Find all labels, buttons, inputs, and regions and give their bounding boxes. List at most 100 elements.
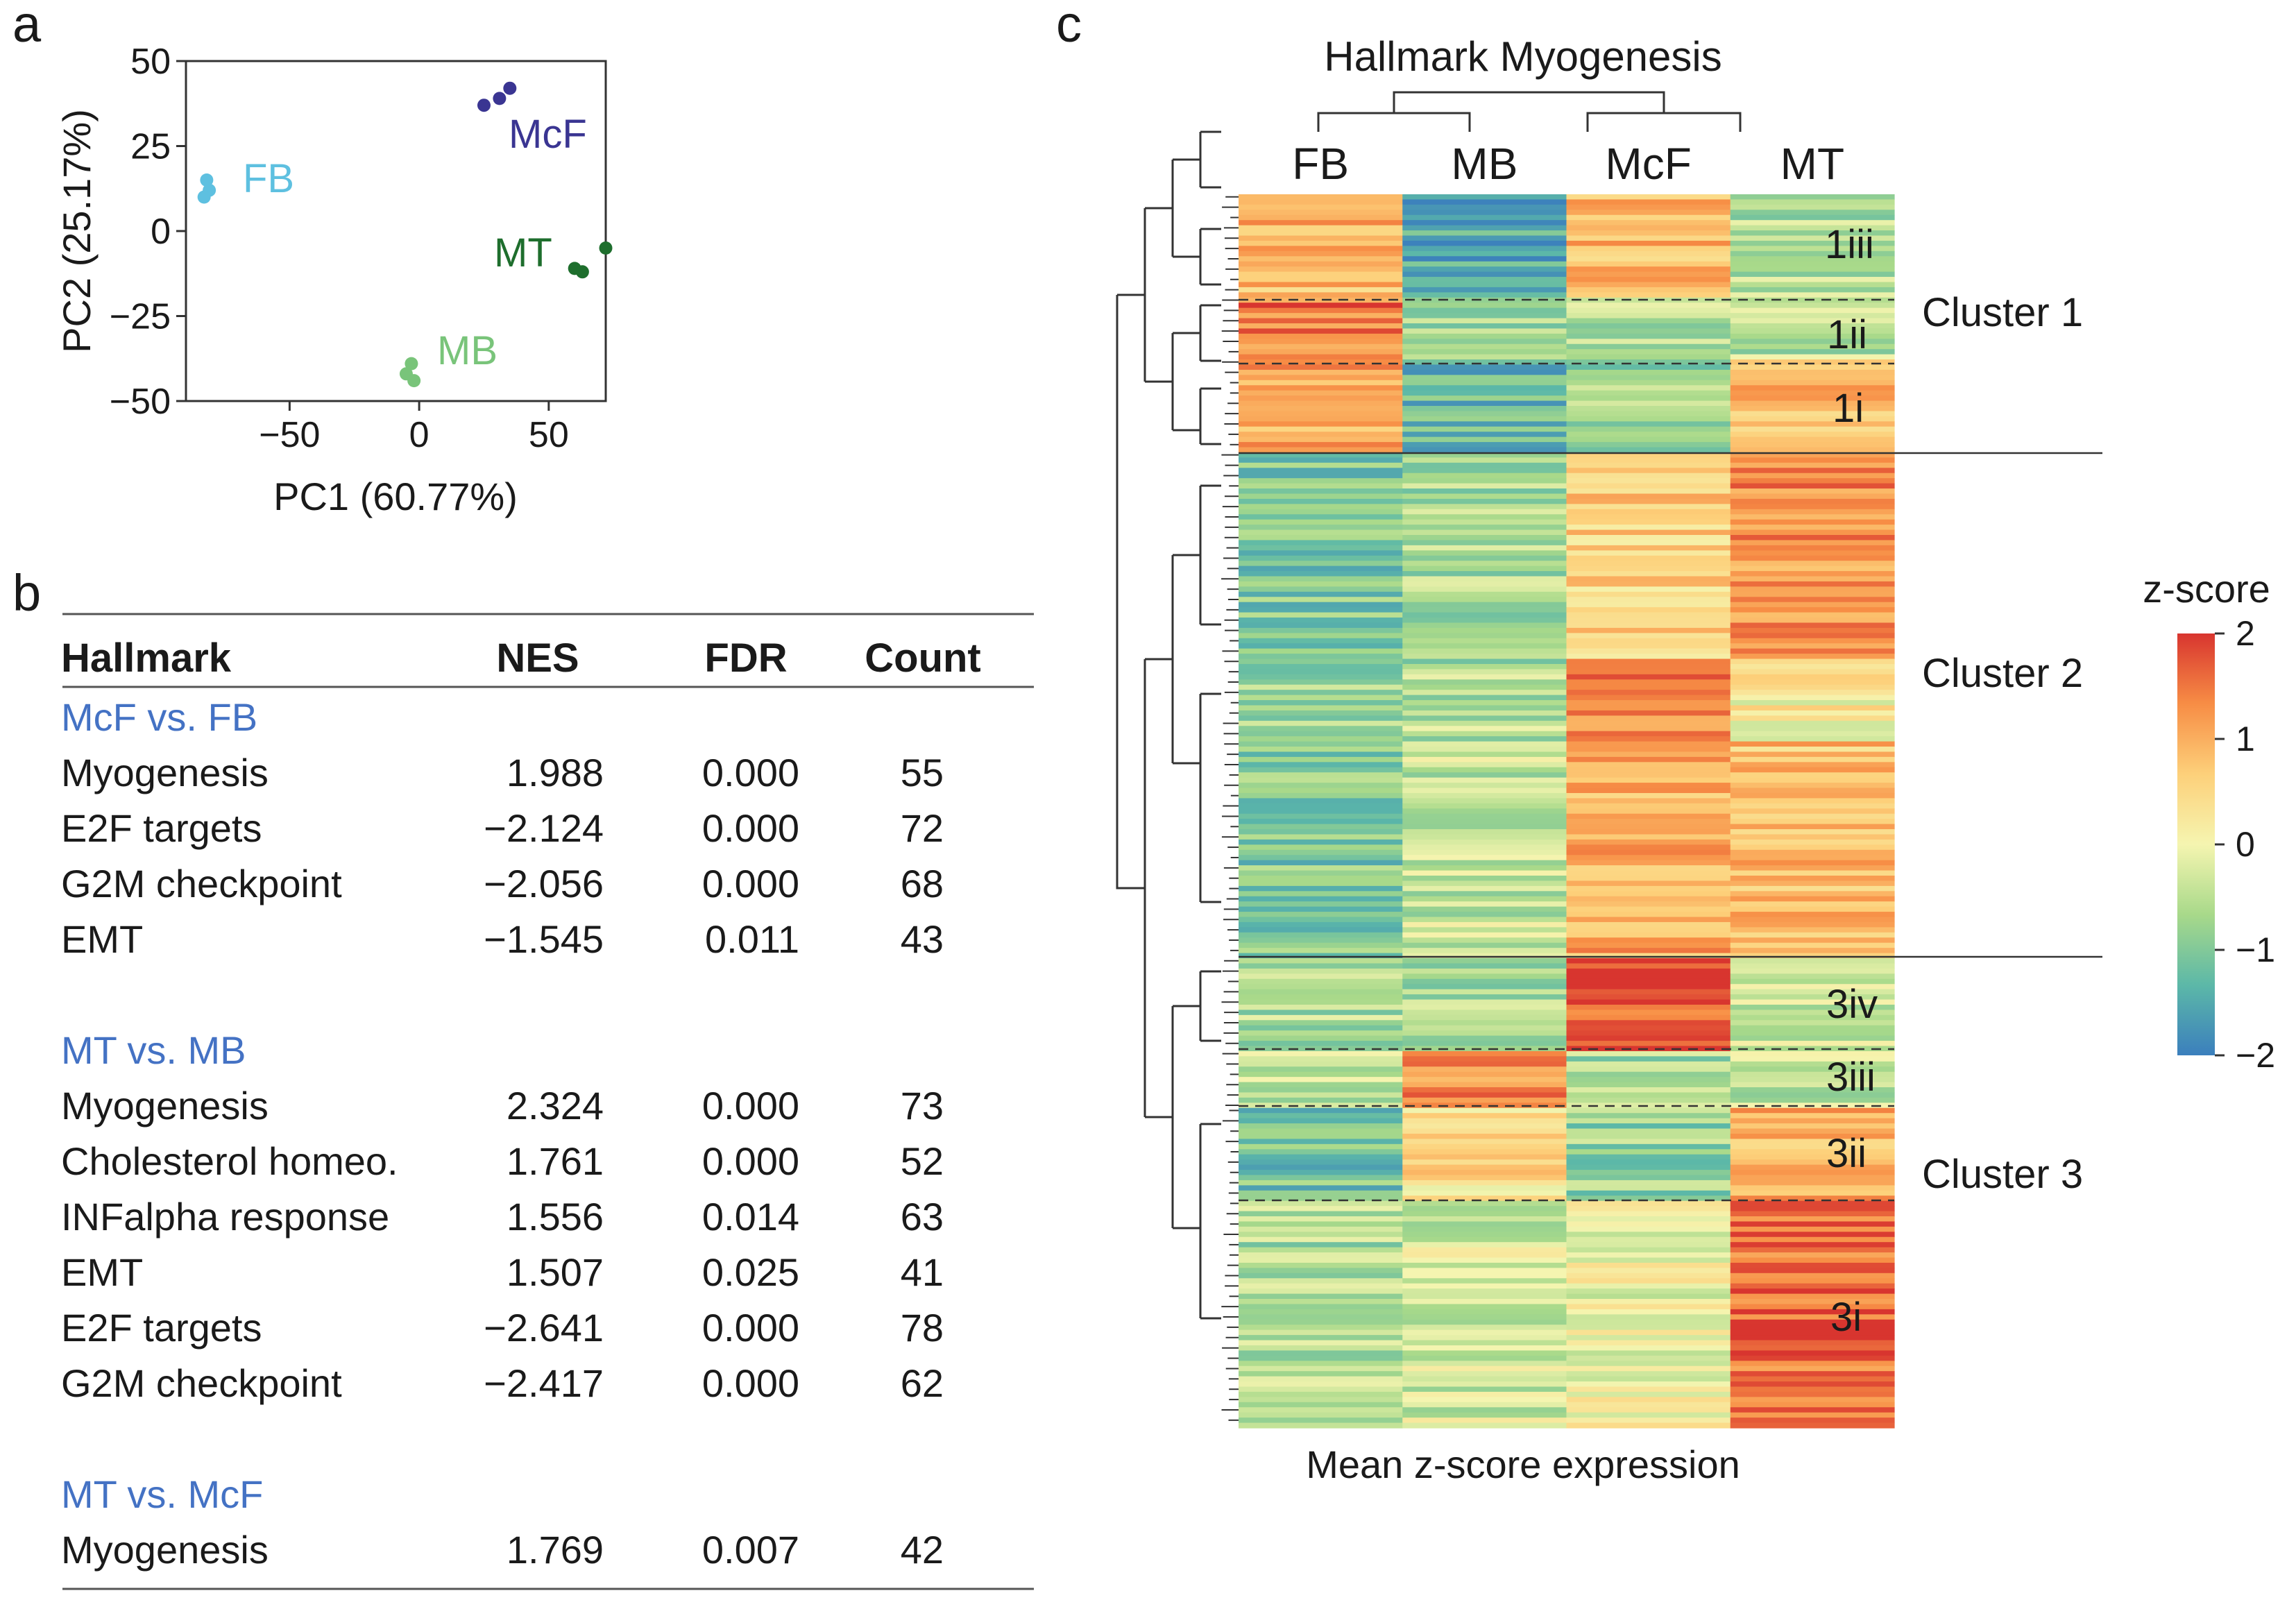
cell-hallmark: Myogenesis [61,1084,269,1127]
cell-count: 43 [901,917,944,961]
heatmap-cell [1566,411,1731,417]
heatmap-cell [1566,256,1731,262]
heatmap-cell [1402,591,1567,597]
heatmap-cell [1566,432,1731,438]
heatmap-cell [1239,1103,1403,1109]
heatmap-cell [1730,1309,1895,1315]
heatmap-cell [1402,1143,1567,1150]
heatmap-cell [1566,658,1731,665]
heatmap-cell [1402,633,1567,639]
heatmap-cell [1402,266,1567,273]
heatmap-cell [1239,514,1403,520]
heatmap-cell [1566,390,1731,396]
heatmap-cell [1239,199,1403,205]
cell-nes: 1.507 [507,1250,604,1294]
heatmap-cell [1402,792,1567,799]
heatmap-cell [1566,220,1731,226]
heatmap-cell [1239,534,1403,541]
cell-hallmark: Myogenesis [61,1528,269,1572]
heatmap-cell [1730,545,1895,551]
pca-point-mcf [477,99,491,112]
heatmap-cell [1730,767,1895,773]
heatmap-cell [1566,504,1731,510]
heatmap-cell [1566,1397,1731,1403]
pca-y-tick-label: 0 [151,212,171,252]
heatmap-cell [1566,1402,1731,1408]
heatmap-cell [1239,561,1403,567]
heatmap-cell [1566,731,1731,737]
heatmap-cell [1239,747,1403,753]
heatmap-cell [1566,720,1731,726]
heatmap-cell [1239,1257,1403,1263]
heatmap-cell [1730,452,1895,459]
heatmap-cell [1566,292,1731,298]
heatmap-cell [1566,747,1731,753]
heatmap-cell [1239,1014,1403,1021]
heatmap-cell [1402,1087,1567,1093]
heatmap-cell [1730,1340,1895,1346]
heatmap-cell [1566,586,1731,593]
heatmap-cell [1730,1381,1895,1388]
heatmap-cell [1239,442,1403,448]
heatmap-cell [1402,447,1567,453]
heatmap-cell [1402,756,1567,763]
heatmap-cell [1239,1077,1403,1083]
heatmap-cell [1402,235,1567,241]
heatmap-cell [1239,663,1403,670]
heatmap-cell [1566,1345,1731,1352]
heatmap-cell [1402,343,1567,350]
heatmap-cell [1566,627,1731,633]
heatmap-cell [1402,942,1567,948]
heatmap-cell [1566,597,1731,603]
heatmap-cell [1730,488,1895,495]
heatmap-cell [1566,860,1731,866]
heatmap-cell [1402,885,1567,892]
heatmap-cell [1402,741,1567,747]
heatmap-cell [1402,1314,1567,1320]
cell-fdr: 0.000 [702,1084,799,1127]
heatmap-cell [1239,545,1403,551]
heatmap-cell [1239,1365,1403,1372]
heatmap-cell [1566,235,1731,241]
heatmap-cell [1730,307,1895,314]
heatmap-cell [1402,1159,1567,1166]
heatmap-cell [1730,416,1895,422]
heatmap-cell [1730,638,1895,644]
heatmap-cell [1239,767,1403,773]
heatmap-cell [1566,395,1731,402]
heatmap-cell [1730,602,1895,608]
heatmap-cell [1402,1329,1567,1336]
heatmap-cell [1566,581,1731,587]
heatmap-cell [1730,1170,1895,1176]
heatmap-cell [1402,349,1567,355]
heatmap-cell [1402,1252,1567,1259]
pca-y-tick-label: −25 [110,297,171,337]
heatmap-cell [1239,627,1403,633]
heatmap-cell [1239,736,1403,742]
colorbar-tick-label: 0 [2236,825,2255,864]
heatmap-cell [1239,292,1403,298]
heatmap-cell [1566,266,1731,273]
heatmap-cell [1730,813,1895,819]
heatmap-cell [1730,1232,1895,1238]
heatmap-cell [1730,436,1895,443]
heatmap-cell [1239,638,1403,644]
heatmap-cell [1730,1056,1895,1062]
heatmap-cell [1239,426,1403,432]
heatmap-cell [1566,1226,1731,1232]
heatmap-cell [1402,313,1567,319]
heatmap-cell [1730,684,1895,690]
heatmap-cell [1566,307,1731,314]
heatmap-cell [1402,406,1567,412]
heatmap-cell [1239,1278,1403,1284]
heatmap-cell [1566,736,1731,742]
heatmap-cell [1566,618,1731,624]
heatmap-cell [1239,390,1403,396]
heatmap-cell [1566,565,1731,572]
heatmap-cell [1239,1422,1403,1429]
heatmap-cell [1239,921,1403,928]
heatmap-cell [1566,1030,1731,1037]
heatmap-cell [1730,953,1895,959]
heatmap-cell [1402,1200,1567,1207]
heatmap-cell [1239,731,1403,737]
